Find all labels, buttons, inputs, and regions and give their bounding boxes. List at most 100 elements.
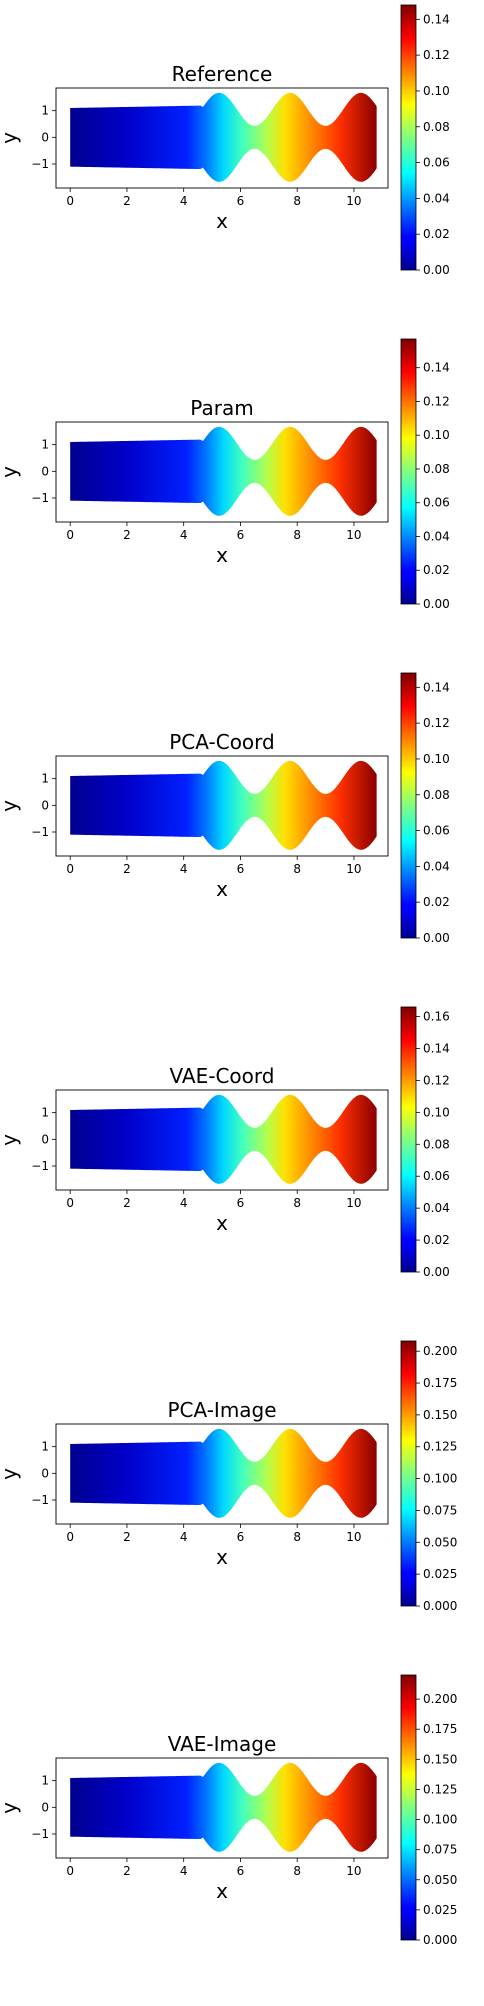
colorbar	[400, 1674, 417, 1941]
colorbar-tick-label: 0.00	[423, 263, 450, 277]
colorbar-tick-label: 0.08	[423, 462, 450, 476]
x-tick-label: 10	[346, 862, 361, 876]
y-tick-label: 0	[41, 798, 49, 812]
x-tick-label: 4	[180, 1864, 188, 1878]
colorbar-tick-label: 0.200	[423, 1344, 457, 1358]
colorbar-tick-label: 0.02	[423, 895, 450, 909]
colorbar-tick-label: 0.14	[423, 12, 450, 26]
colorbar-tick-label: 0.04	[423, 191, 450, 205]
y-tick-label: 0	[41, 464, 49, 478]
panel-4: VAE-Coord024681010−1xy0.000.020.040.060.…	[0, 1006, 450, 1279]
colorbar-tick-label: 0.000	[423, 1933, 457, 1947]
x-tick-label: 8	[293, 862, 301, 876]
y-tick-label: −1	[31, 1827, 49, 1841]
panel-1: Reference024681010−1xy0.000.020.040.060.…	[0, 4, 450, 277]
x-tick-label: 8	[293, 1864, 301, 1878]
y-tick-label: 1	[41, 772, 49, 786]
panel-6: VAE-Image024681010−1xy0.0000.0250.0500.0…	[0, 1674, 457, 1947]
panel-3: PCA-Coord024681010−1xy0.000.020.040.060.…	[0, 672, 450, 945]
colorbar-tick-label: 0.025	[423, 1567, 457, 1581]
colorbar-tick-label: 0.02	[423, 227, 450, 241]
x-tick-label: 8	[293, 1530, 301, 1544]
x-tick-label: 2	[123, 1530, 131, 1544]
x-tick-label: 10	[346, 194, 361, 208]
x-tick-label: 4	[180, 194, 188, 208]
colorbar-tick-label: 0.050	[423, 1535, 457, 1549]
x-tick-label: 0	[66, 1196, 74, 1210]
colorbar-tick-label: 0.12	[423, 1073, 450, 1087]
colorbar-tick-label: 0.075	[423, 1503, 457, 1517]
colorbar-tick-label: 0.00	[423, 597, 450, 611]
axes-frame	[55, 1089, 389, 1191]
x-tick-label: 4	[180, 528, 188, 542]
x-axis-label: x	[216, 1211, 228, 1235]
x-tick-label: 0	[66, 528, 74, 542]
colorbar-tick-label: 0.100	[423, 1472, 457, 1486]
colorbar-tick-label: 0.04	[423, 1201, 450, 1215]
colorbar-tick-label: 0.025	[423, 1903, 457, 1917]
x-axis-label: x	[216, 543, 228, 567]
x-tick-label: 6	[237, 194, 245, 208]
y-axis-label: y	[0, 1134, 21, 1146]
colorbar-tick-label: 0.10	[423, 1105, 450, 1119]
x-axis-label: x	[216, 1879, 228, 1903]
y-tick-label: −1	[31, 1159, 49, 1173]
x-tick-label: 8	[293, 528, 301, 542]
x-tick-label: 4	[180, 1196, 188, 1210]
x-tick-label: 4	[180, 862, 188, 876]
axes-frame	[55, 87, 389, 189]
colorbar-tick-label: 0.10	[423, 428, 450, 442]
y-tick-label: 0	[41, 130, 49, 144]
colorbar-tick-label: 0.04	[423, 859, 450, 873]
y-tick-label: −1	[31, 491, 49, 505]
colorbar	[400, 4, 417, 271]
x-tick-label: 2	[123, 194, 131, 208]
panel-2: Param024681010−1xy0.000.020.040.060.080.…	[0, 338, 450, 611]
y-tick-label: −1	[31, 1493, 49, 1507]
colorbar-tick-label: 0.175	[423, 1376, 457, 1390]
colorbar-tick-label: 0.12	[423, 716, 450, 730]
y-axis-label: y	[0, 1802, 21, 1814]
x-tick-label: 10	[346, 1530, 361, 1544]
colorbar-tick-label: 0.06	[423, 824, 450, 838]
chart-title: VAE-Image	[168, 1732, 277, 1756]
colorbar-tick-label: 0.12	[423, 48, 450, 62]
y-tick-label: 0	[41, 1132, 49, 1146]
x-tick-label: 8	[293, 1196, 301, 1210]
colorbar-tick-label: 0.02	[423, 563, 450, 577]
channel-field	[70, 1428, 377, 1518]
y-axis-label: y	[0, 132, 21, 144]
channel-field	[70, 92, 377, 182]
y-tick-label: 1	[41, 1774, 49, 1788]
x-tick-label: 2	[123, 528, 131, 542]
channel-field	[70, 1762, 377, 1852]
x-tick-label: 8	[293, 194, 301, 208]
axes-frame	[55, 1757, 389, 1859]
x-axis-label: x	[216, 1545, 228, 1569]
colorbar-tick-label: 0.125	[423, 1440, 457, 1454]
colorbar-tick-label: 0.16	[423, 1010, 450, 1024]
chart-title: PCA-Coord	[169, 730, 275, 754]
x-tick-label: 6	[237, 1196, 245, 1210]
colorbar-tick-label: 0.14	[423, 1042, 450, 1056]
y-tick-label: 1	[41, 1106, 49, 1120]
x-tick-label: 6	[237, 862, 245, 876]
colorbar	[400, 1340, 417, 1607]
colorbar-tick-label: 0.075	[423, 1843, 457, 1857]
x-tick-label: 0	[66, 1864, 74, 1878]
y-axis-label: y	[0, 1468, 21, 1480]
y-tick-label: −1	[31, 825, 49, 839]
x-axis-label: x	[216, 209, 228, 233]
chart-title: Param	[190, 396, 253, 420]
colorbar-tick-label: 0.050	[423, 1873, 457, 1887]
colorbar-tick-label: 0.08	[423, 1137, 450, 1151]
y-tick-label: −1	[31, 157, 49, 171]
y-axis-label: y	[0, 466, 21, 478]
y-tick-label: 0	[41, 1800, 49, 1814]
x-tick-label: 0	[66, 1530, 74, 1544]
x-tick-label: 2	[123, 862, 131, 876]
axes-frame	[55, 421, 389, 523]
colorbar	[400, 338, 417, 605]
colorbar-tick-label: 0.10	[423, 84, 450, 98]
x-tick-label: 6	[237, 528, 245, 542]
